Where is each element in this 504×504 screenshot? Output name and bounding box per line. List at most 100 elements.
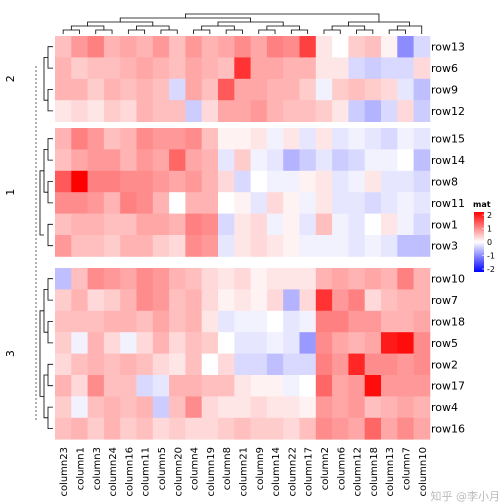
legend-tick-label: 1 bbox=[487, 225, 492, 234]
heatmap-cell bbox=[103, 170, 121, 193]
heatmap-cell bbox=[103, 128, 121, 150]
heatmap-cell bbox=[120, 353, 137, 376]
heatmap-cell bbox=[152, 375, 170, 397]
heatmap-cell bbox=[381, 375, 398, 397]
heatmap-cell bbox=[185, 310, 203, 333]
heatmap-cell bbox=[250, 235, 268, 257]
heatmap-cell bbox=[201, 100, 219, 122]
heatmap-cell bbox=[218, 289, 235, 312]
heatmap-cell bbox=[283, 128, 300, 150]
heatmap-cell bbox=[266, 149, 284, 172]
heatmap-cell bbox=[332, 375, 349, 397]
heatmap-cell bbox=[234, 375, 251, 397]
heatmap-cell bbox=[55, 149, 72, 172]
heatmap-cell bbox=[315, 100, 333, 122]
heatmap-cell bbox=[87, 268, 105, 290]
heatmap-cell bbox=[332, 128, 349, 150]
heatmap-cell bbox=[332, 78, 349, 101]
heatmap-cell bbox=[103, 310, 121, 333]
heatmap-cell bbox=[364, 57, 382, 80]
row-dendrogram-branch bbox=[47, 406, 53, 429]
heatmap-cell bbox=[332, 57, 349, 80]
heatmap-cell bbox=[87, 213, 105, 236]
heatmap-cell bbox=[364, 396, 382, 419]
row-label: row8 bbox=[431, 176, 458, 189]
heatmap-cell bbox=[136, 417, 154, 440]
heatmap-cell bbox=[169, 128, 186, 150]
heatmap-cell bbox=[381, 100, 398, 122]
heatmap-cell bbox=[299, 100, 317, 122]
heatmap-cell bbox=[283, 170, 300, 193]
heatmap-cell bbox=[234, 57, 251, 80]
heatmap-cell bbox=[234, 310, 251, 333]
heatmap-cell bbox=[55, 289, 72, 312]
heatmap-cell bbox=[218, 353, 235, 376]
heatmap-cell bbox=[169, 235, 186, 257]
heatmap-cell bbox=[201, 213, 219, 236]
heatmap-cell bbox=[185, 128, 203, 150]
legend-title: mat bbox=[473, 200, 491, 209]
heatmap-cell bbox=[218, 268, 235, 290]
heatmap-cell bbox=[120, 57, 137, 80]
heatmap-cell bbox=[332, 268, 349, 290]
heatmap-cell bbox=[234, 353, 251, 376]
heatmap-cell bbox=[413, 353, 431, 376]
heatmap-cell bbox=[185, 100, 203, 122]
heatmap-cell bbox=[120, 235, 137, 257]
heatmap-cell bbox=[55, 128, 72, 150]
legend-tick-label: -1 bbox=[487, 252, 495, 261]
heatmap-cell bbox=[397, 396, 414, 419]
heatmap-cell bbox=[218, 78, 235, 101]
heatmap-cell bbox=[201, 332, 219, 354]
heatmap-cell bbox=[152, 310, 170, 333]
heatmap-cell bbox=[218, 235, 235, 257]
heatmap-cell bbox=[169, 170, 186, 193]
heatmap-cell bbox=[266, 375, 284, 397]
heatmap-cell bbox=[381, 235, 398, 257]
heatmap-cell bbox=[136, 396, 154, 419]
heatmap-cell bbox=[234, 213, 251, 236]
column-label: column21 bbox=[239, 447, 250, 497]
heatmap-cell bbox=[87, 235, 105, 257]
heatmap-cell bbox=[185, 78, 203, 101]
heatmap-cell bbox=[152, 149, 170, 172]
heatmap-cell bbox=[120, 268, 137, 290]
heatmap-cell bbox=[266, 332, 284, 354]
column-label: column6 bbox=[336, 447, 347, 490]
row-dendrogram-branch bbox=[47, 278, 53, 301]
heatmap-cell bbox=[185, 235, 203, 257]
heatmap-cell bbox=[169, 353, 186, 376]
heatmap-cell bbox=[185, 375, 203, 397]
heatmap-cell bbox=[169, 268, 186, 290]
column-label: column11 bbox=[141, 447, 152, 497]
heatmap-cell bbox=[397, 36, 414, 58]
heatmap-cell bbox=[55, 36, 72, 58]
heatmap-cell bbox=[250, 36, 268, 58]
column-label: column10 bbox=[418, 447, 429, 497]
column-dendrogram-branch bbox=[331, 25, 366, 30]
heatmap-cell bbox=[136, 36, 154, 58]
heatmap-cell bbox=[55, 170, 72, 193]
heatmap-cell bbox=[87, 57, 105, 80]
heatmap-cell bbox=[152, 235, 170, 257]
heatmap-cell bbox=[87, 353, 105, 376]
heatmap-cell bbox=[397, 192, 414, 214]
heatmap-cell bbox=[185, 149, 203, 172]
heatmap-cell bbox=[315, 170, 333, 193]
heatmap-cell bbox=[201, 78, 219, 101]
heatmap-cell bbox=[315, 57, 333, 80]
heatmap-cell bbox=[218, 213, 235, 236]
heatmap-cell bbox=[185, 396, 203, 419]
heatmap-cell bbox=[413, 128, 431, 150]
column-dendrogram-branch bbox=[225, 29, 243, 34]
heatmap-cell bbox=[315, 235, 333, 257]
heatmap-cell bbox=[283, 289, 300, 312]
heatmap-cell bbox=[283, 149, 300, 172]
row-label: row13 bbox=[431, 41, 465, 54]
heatmap-cell bbox=[299, 170, 317, 193]
column-label: column13 bbox=[385, 447, 396, 497]
heatmap-cell bbox=[55, 213, 72, 236]
heatmap-cell bbox=[413, 235, 431, 257]
column-dendrogram-branch bbox=[185, 13, 380, 22]
heatmap-cell bbox=[332, 149, 349, 172]
